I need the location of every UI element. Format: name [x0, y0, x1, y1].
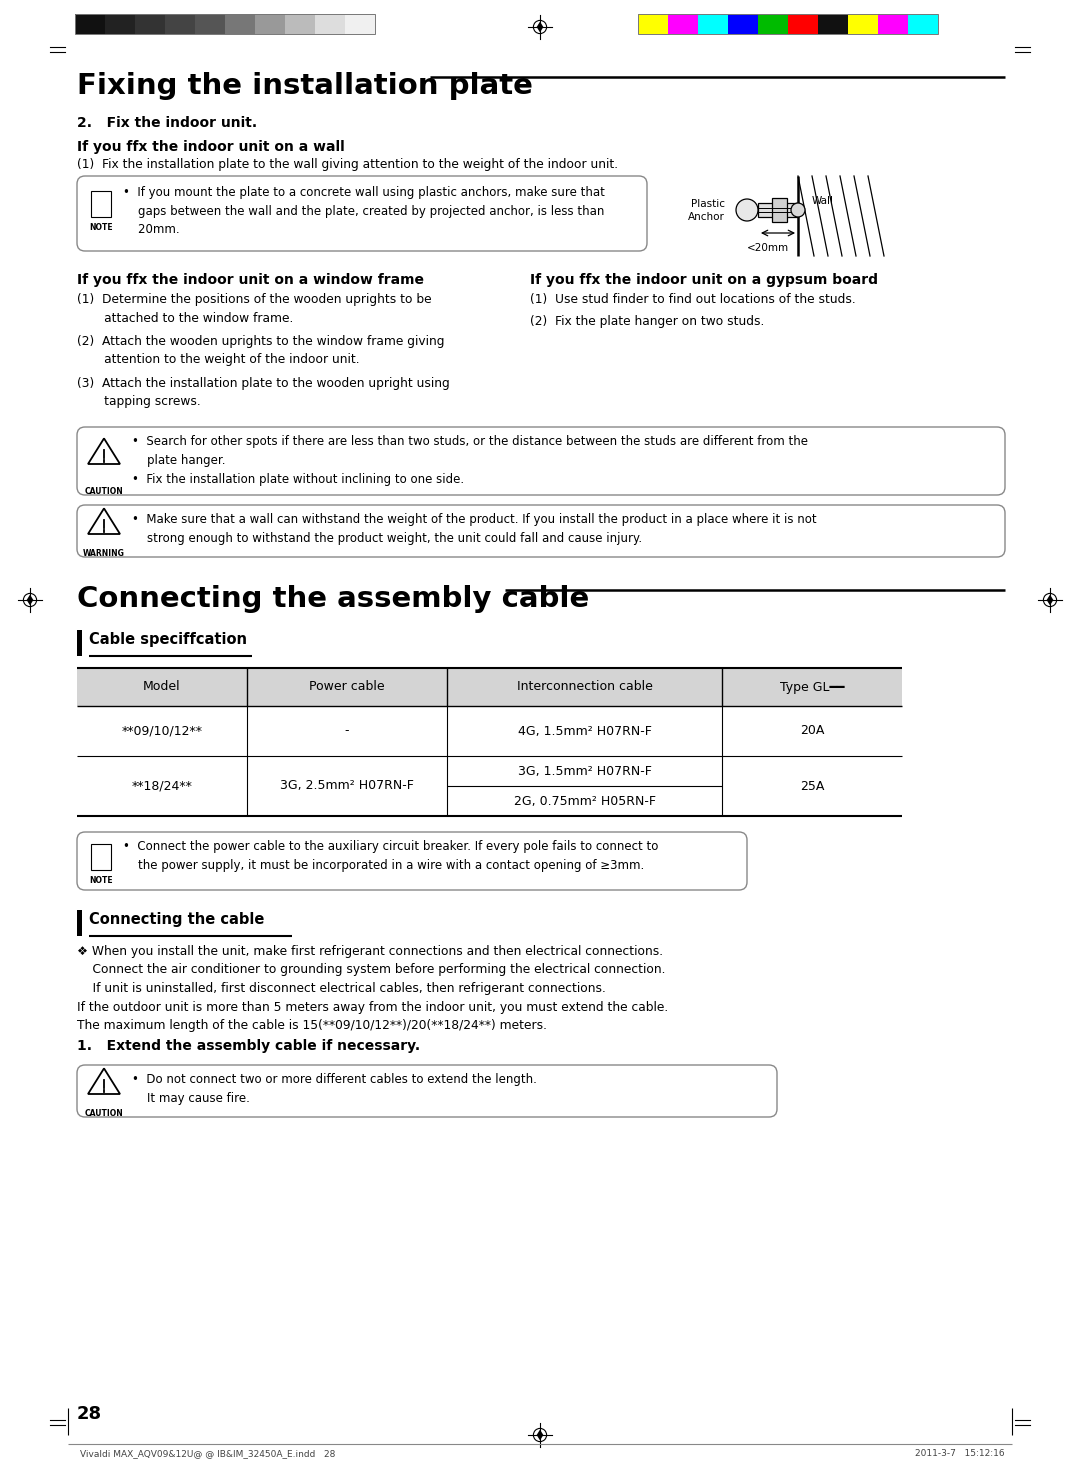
- Polygon shape: [537, 1430, 543, 1441]
- Bar: [638, 13, 939, 34]
- Text: Vivaldi MAX_AQV09&12U@ @ IB&IM_32450A_E.indd   28: Vivaldi MAX_AQV09&12U@ @ IB&IM_32450A_E.…: [80, 1449, 336, 1458]
- Bar: [91, 844, 111, 869]
- Text: **18/24**: **18/24**: [132, 779, 192, 793]
- Text: Power cable: Power cable: [309, 680, 384, 694]
- Text: Wall: Wall: [812, 196, 834, 207]
- Text: Fixing the installation plate: Fixing the installation plate: [77, 72, 532, 100]
- Bar: [135, 13, 165, 34]
- Polygon shape: [1047, 595, 1053, 605]
- Text: •  Connect the power cable to the auxiliary circuit breaker. If every pole fails: • Connect the power cable to the auxilia…: [123, 840, 659, 871]
- Bar: [848, 13, 878, 34]
- Text: •  Search for other spots if there are less than two studs, or the distance betw: • Search for other spots if there are le…: [132, 435, 808, 486]
- Bar: [165, 13, 195, 34]
- Text: (1)  Determine the positions of the wooden uprights to be
       attached to the: (1) Determine the positions of the woode…: [77, 294, 432, 325]
- Bar: [698, 13, 728, 34]
- Bar: [255, 13, 285, 34]
- Text: Connecting the cable: Connecting the cable: [89, 912, 265, 927]
- Text: If you ffx the indoor unit on a gypsum board: If you ffx the indoor unit on a gypsum b…: [530, 273, 878, 286]
- Text: Type GL━━: Type GL━━: [780, 680, 845, 694]
- Bar: [315, 13, 345, 34]
- Text: If you ffx the indoor unit on a window frame: If you ffx the indoor unit on a window f…: [77, 273, 424, 286]
- Bar: [345, 13, 375, 34]
- FancyBboxPatch shape: [77, 1066, 777, 1117]
- Text: 3G, 1.5mm² H07RN-F: 3G, 1.5mm² H07RN-F: [517, 765, 651, 778]
- Text: 4G, 1.5mm² H07RN-F: 4G, 1.5mm² H07RN-F: [517, 725, 651, 738]
- Text: Connecting the assembly cable: Connecting the assembly cable: [77, 584, 590, 613]
- Bar: [225, 13, 255, 34]
- FancyBboxPatch shape: [77, 505, 1005, 556]
- Text: 20A: 20A: [800, 725, 824, 738]
- Text: 28: 28: [77, 1405, 103, 1423]
- Bar: [195, 13, 225, 34]
- Polygon shape: [87, 1069, 120, 1094]
- Bar: [908, 13, 939, 34]
- Polygon shape: [537, 22, 543, 32]
- Bar: [638, 13, 669, 34]
- Bar: [788, 13, 818, 34]
- Bar: [77, 630, 82, 655]
- Text: 2011-3-7   15:12:16: 2011-3-7 15:12:16: [916, 1449, 1005, 1458]
- Text: 2.   Fix the indoor unit.: 2. Fix the indoor unit.: [77, 117, 257, 130]
- Bar: [878, 13, 908, 34]
- Text: If the outdoor unit is more than 5 meters away from the indoor unit, you must ex: If the outdoor unit is more than 5 meter…: [77, 1001, 669, 1033]
- Text: NOTE: NOTE: [90, 223, 112, 232]
- Bar: [75, 13, 105, 34]
- Text: (3)  Attach the installation plate to the wooden upright using
       tapping sc: (3) Attach the installation plate to the…: [77, 376, 449, 409]
- Text: •  Make sure that a wall can withstand the weight of the product. If you install: • Make sure that a wall can withstand th…: [132, 514, 816, 545]
- Text: WARNING: WARNING: [83, 549, 125, 558]
- FancyBboxPatch shape: [77, 176, 647, 251]
- Text: 3G, 2.5mm² H07RN-F: 3G, 2.5mm² H07RN-F: [280, 779, 414, 793]
- Bar: [91, 190, 111, 217]
- Text: 25A: 25A: [800, 779, 824, 793]
- Text: •  Do not connect two or more different cables to extend the length.
    It may : • Do not connect two or more different c…: [132, 1073, 537, 1106]
- Text: **09/10/12**: **09/10/12**: [121, 725, 203, 738]
- Polygon shape: [87, 438, 120, 463]
- Polygon shape: [27, 595, 33, 605]
- Bar: [669, 13, 698, 34]
- Text: (2)  Fix the plate hanger on two studs.: (2) Fix the plate hanger on two studs.: [530, 314, 765, 328]
- Text: NOTE: NOTE: [90, 875, 112, 886]
- Text: -: -: [345, 725, 349, 738]
- Text: ❖ When you install the unit, make first refrigerant connections and then electri: ❖ When you install the unit, make first …: [77, 945, 665, 995]
- Circle shape: [735, 199, 758, 221]
- Bar: [772, 198, 787, 221]
- Bar: [758, 204, 798, 217]
- Text: Plastic
Anchor: Plastic Anchor: [688, 199, 725, 223]
- Text: CAUTION: CAUTION: [84, 487, 123, 496]
- Bar: [758, 13, 788, 34]
- FancyBboxPatch shape: [77, 427, 1005, 494]
- Text: •  If you mount the plate to a concrete wall using plastic anchors, make sure th: • If you mount the plate to a concrete w…: [123, 186, 605, 236]
- Bar: [75, 13, 375, 34]
- Bar: [818, 13, 848, 34]
- Bar: [105, 13, 135, 34]
- Text: (2)  Attach the wooden uprights to the window frame giving
       attention to t: (2) Attach the wooden uprights to the wi…: [77, 335, 445, 366]
- Text: (1)  Use stud finder to find out locations of the studs.: (1) Use stud finder to find out location…: [530, 294, 855, 306]
- Text: (1)  Fix the installation plate to the wall giving attention to the weight of th: (1) Fix the installation plate to the wa…: [77, 158, 618, 171]
- Text: <20mm: <20mm: [747, 244, 789, 252]
- Polygon shape: [87, 508, 120, 534]
- Text: Cable speciffcation: Cable speciffcation: [89, 632, 247, 646]
- Text: If you ffx the indoor unit on a wall: If you ffx the indoor unit on a wall: [77, 140, 345, 154]
- Bar: [285, 13, 315, 34]
- Text: Interconnection cable: Interconnection cable: [516, 680, 652, 694]
- Bar: [77, 911, 82, 936]
- Text: Model: Model: [144, 680, 180, 694]
- FancyBboxPatch shape: [77, 832, 747, 890]
- Circle shape: [791, 204, 805, 217]
- Text: 2G, 0.75mm² H05RN-F: 2G, 0.75mm² H05RN-F: [513, 794, 656, 807]
- Text: 1.   Extend the assembly cable if necessary.: 1. Extend the assembly cable if necessar…: [77, 1039, 420, 1052]
- Bar: [728, 13, 758, 34]
- Text: CAUTION: CAUTION: [84, 1108, 123, 1117]
- Bar: [77, 669, 902, 706]
